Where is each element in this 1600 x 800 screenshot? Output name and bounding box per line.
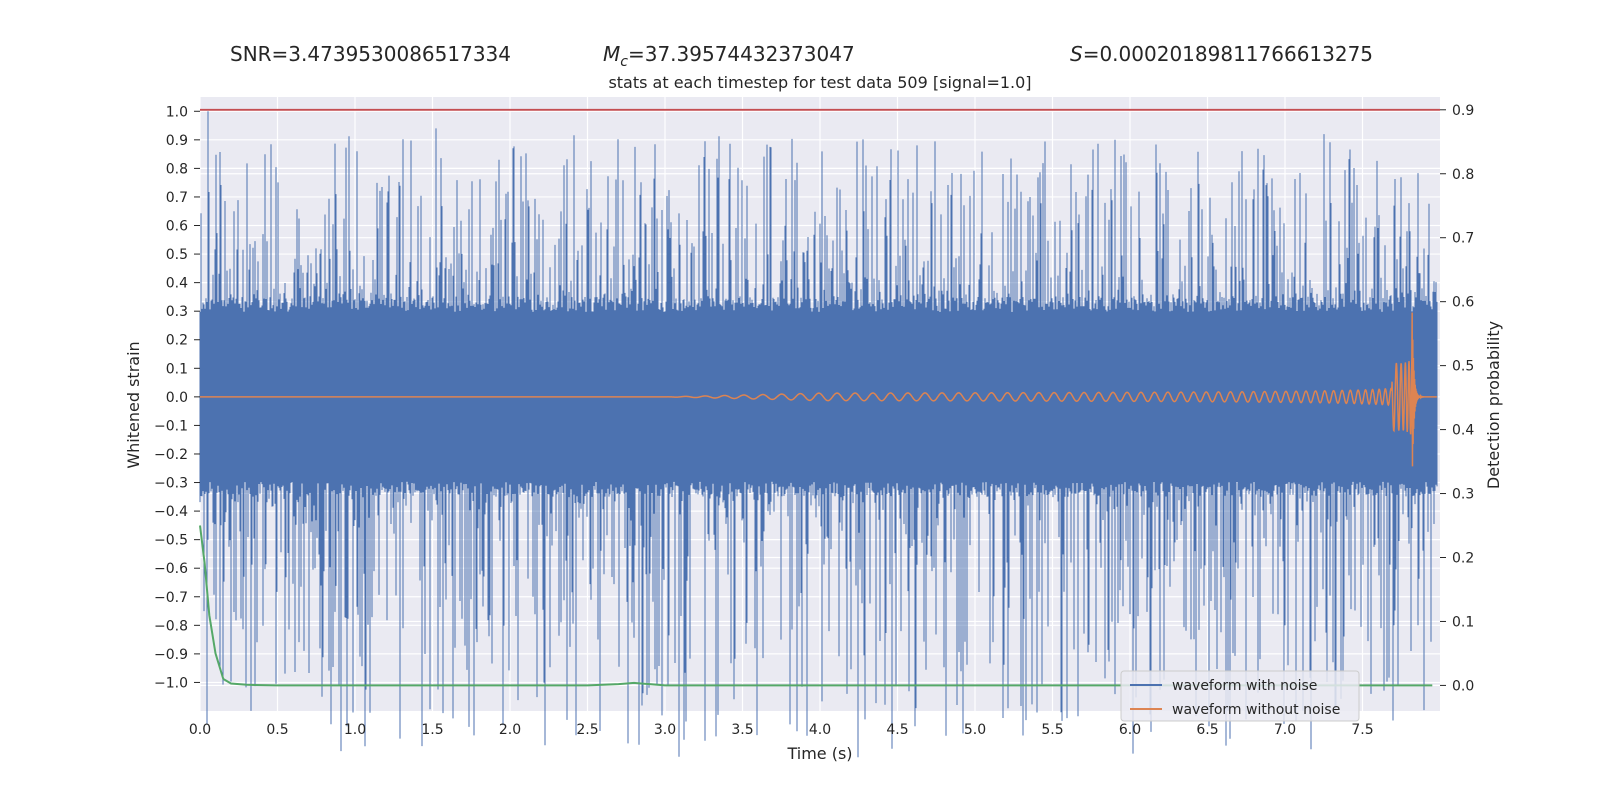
legend: waveform with noise waveform without noi… [1120, 670, 1360, 722]
y-tick-label: 0.7 [166, 190, 188, 206]
y2-axis-ticks: 0.9 0.8 0.7 0.6 0.5 0.4 0.3 0.2 0.1 0.0 [1440, 103, 1474, 694]
y2-tick-label: 0.1 [1452, 614, 1474, 630]
y-tick-label: 0.5 [166, 247, 188, 263]
y2-tick-label: 0.9 [1452, 103, 1474, 119]
y-tick-label: −0.9 [154, 647, 188, 663]
snr-label: SNR=3.4739530086517334 [230, 42, 511, 66]
x-tick-label: 2.5 [576, 722, 598, 738]
x-axis-label: Time (s) [786, 744, 852, 763]
y2-tick-label: 0.5 [1452, 359, 1474, 375]
y-tick-label: −0.6 [154, 561, 188, 577]
y-tick-label: −0.3 [154, 476, 188, 492]
y-axis-label: Whitened strain [124, 341, 143, 468]
y2-axis-label: Detection probability [1484, 321, 1503, 489]
y2-tick-label: 0.4 [1452, 423, 1474, 439]
x-tick-label: 4.5 [886, 722, 908, 738]
x-tick-label: 3.0 [654, 722, 676, 738]
y-tick-label: −1.0 [154, 675, 188, 691]
legend-box [1120, 670, 1360, 722]
x-tick-label: 6.5 [1196, 722, 1218, 738]
y-tick-label: −0.2 [154, 447, 188, 463]
x-tick-label: 4.0 [809, 722, 831, 738]
y-tick-label: 1.0 [166, 104, 188, 120]
x-tick-label: 5.5 [1041, 722, 1063, 738]
x-axis-ticks: 0.0 0.5 1.0 1.5 2.0 2.5 3.0 3.5 4.0 4.5 5.0 5.5 6.0 6… [189, 722, 1374, 738]
x-tick-label: 0.5 [266, 722, 288, 738]
y-tick-label: 0.6 [166, 219, 188, 235]
x-tick-label: 7.0 [1274, 722, 1296, 738]
y2-tick-label: 0.6 [1452, 295, 1474, 311]
y-tick-label: 0.0 [166, 390, 188, 406]
y-axis-ticks: 1.0 0.9 0.8 0.7 0.6 0.5 0.4 0.3 0.2 0.1 0.0 −0.1 −0.… [154, 104, 200, 691]
y-tick-label: 0.9 [166, 133, 188, 149]
legend-label-clean: waveform without noise [1172, 702, 1340, 718]
y2-tick-label: 0.2 [1452, 551, 1474, 567]
y2-tick-label: 0.7 [1452, 231, 1474, 247]
y-tick-label: −0.1 [154, 418, 188, 434]
y2-tick-label: 0.0 [1452, 678, 1474, 694]
y-tick-label: −0.5 [154, 533, 188, 549]
s-statistic-label: S=0.00020189811766613275 [1070, 42, 1373, 66]
y2-tick-label: 0.8 [1452, 167, 1474, 183]
x-tick-label: 2.0 [499, 722, 521, 738]
y2-tick-label: 0.3 [1452, 487, 1474, 503]
x-tick-label: 6.0 [1119, 722, 1141, 738]
y-tick-label: 0.8 [166, 161, 188, 177]
y-tick-label: 0.1 [166, 361, 188, 377]
y-tick-label: −0.8 [154, 618, 188, 634]
y-tick-label: 0.2 [166, 333, 188, 349]
y-tick-label: 0.3 [166, 304, 188, 320]
chirp-mass-label: Mc=37.39574432373047 [603, 42, 855, 70]
x-tick-label: 5.0 [964, 722, 986, 738]
chart-title: stats at each timestep for test data 509… [608, 73, 1031, 92]
x-tick-label: 1.0 [344, 722, 366, 738]
legend-label-noisy: waveform with noise [1172, 678, 1317, 694]
x-tick-label: 7.5 [1351, 722, 1373, 738]
x-tick-label: 0.0 [189, 722, 211, 738]
x-tick-label: 1.5 [421, 722, 443, 738]
y-tick-label: 0.4 [166, 276, 188, 292]
y-tick-label: −0.7 [154, 590, 188, 606]
y-tick-label: −0.4 [154, 504, 188, 520]
series-waveform-without-noise [200, 312, 1437, 467]
x-tick-label: 3.5 [731, 722, 753, 738]
series-detection-probability [199, 525, 1433, 687]
